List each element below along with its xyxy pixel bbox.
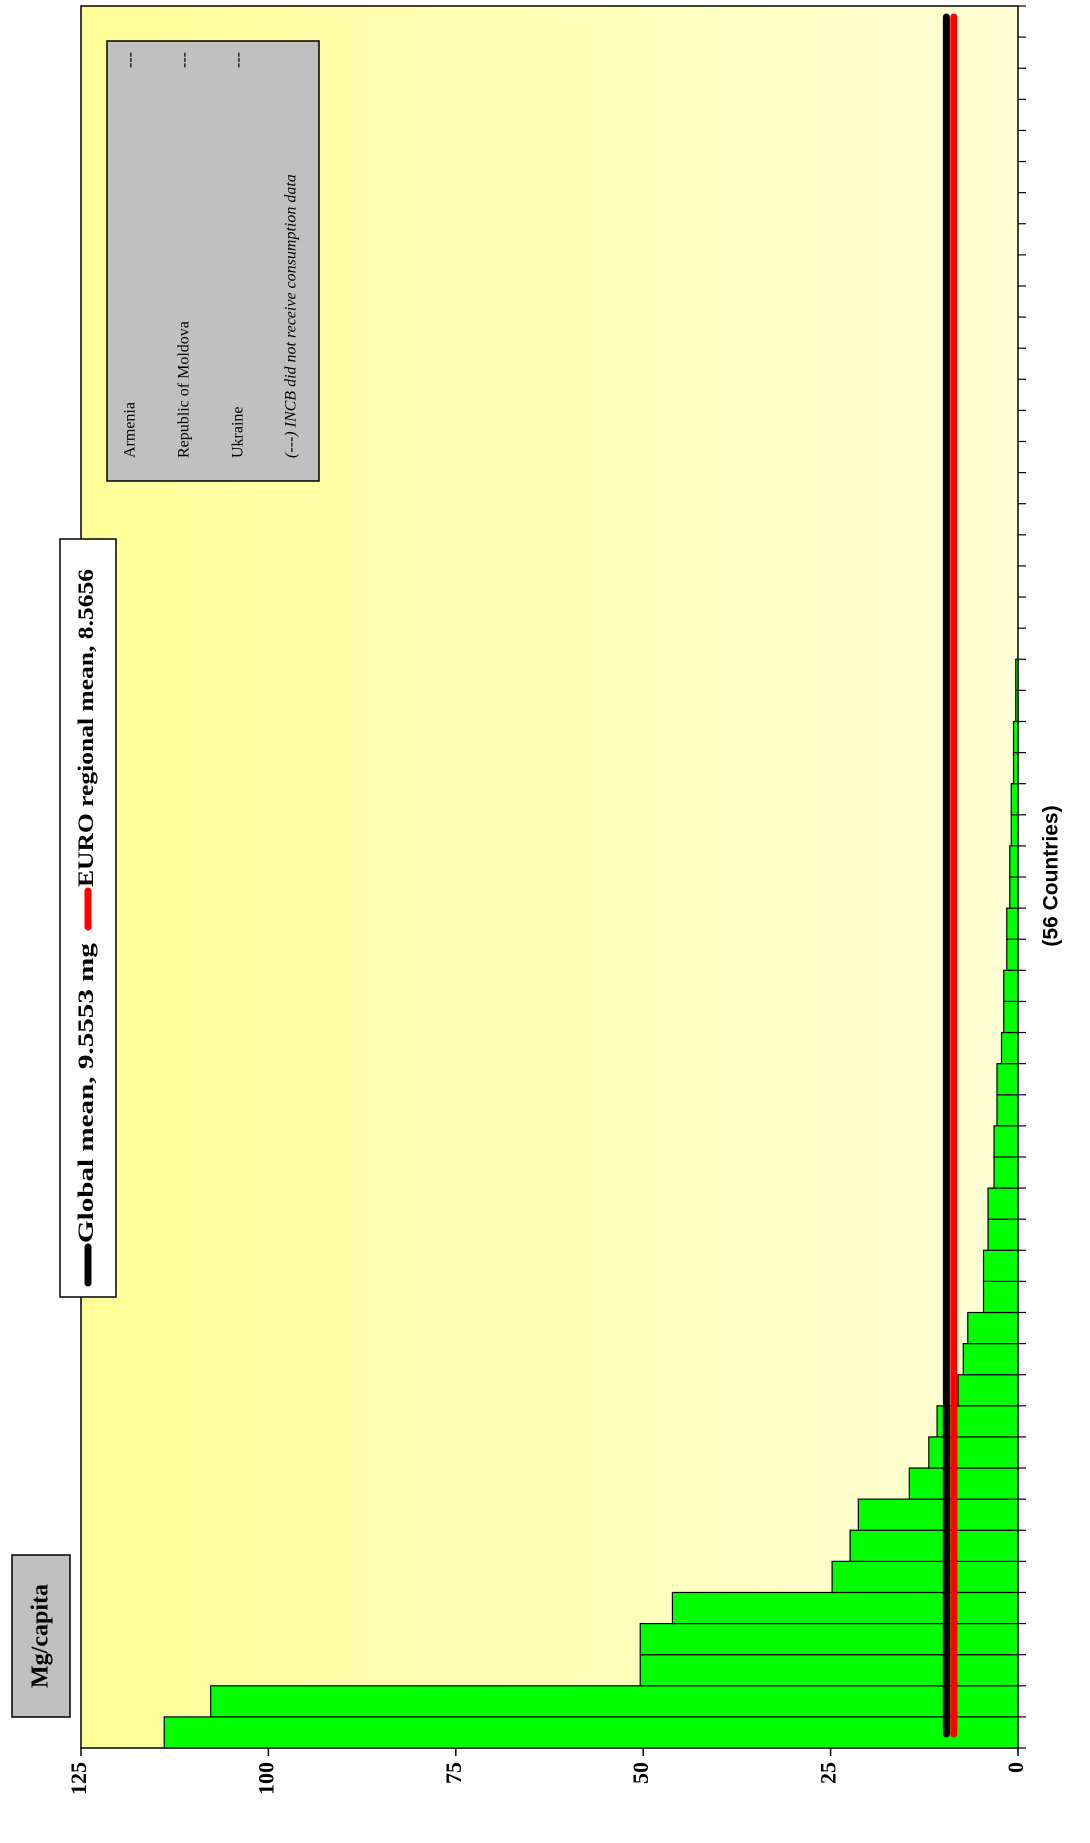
y-tick-label: 100 <box>253 1762 278 1795</box>
bar <box>1003 969 1019 1003</box>
y-tick-label: 0 <box>1003 1762 1028 1773</box>
bar <box>928 1436 1019 1469</box>
bar <box>671 1591 1019 1625</box>
bar <box>1010 783 1019 816</box>
bar <box>993 1156 1019 1189</box>
bar <box>993 1125 1019 1158</box>
bar <box>962 1343 1019 1376</box>
bar <box>849 1529 1019 1562</box>
bar <box>831 1560 1019 1594</box>
bar <box>1000 1031 1019 1065</box>
bar <box>987 1218 1019 1251</box>
y-axis-title: Mg/capita <box>28 1584 54 1688</box>
bar <box>1015 658 1019 691</box>
bar <box>957 1374 1019 1407</box>
notes-box <box>106 40 320 482</box>
bar <box>163 1716 1019 1749</box>
bar <box>982 1249 1019 1282</box>
bar <box>982 1280 1019 1314</box>
bar <box>210 1685 1019 1718</box>
bar <box>967 1311 1019 1345</box>
bar <box>996 1063 1019 1096</box>
note-value: --- <box>230 52 247 68</box>
bar <box>987 1187 1019 1220</box>
legend-label: EURO regional mean, 8.5656 <box>73 569 98 887</box>
note-value: --- <box>122 52 139 68</box>
x-axis-title: (56 Countries) <box>1040 805 1063 946</box>
bar <box>1012 751 1019 785</box>
bar <box>1003 1000 1019 1034</box>
y-tick-label: 125 <box>66 1762 91 1795</box>
bar <box>996 1094 1019 1127</box>
bar <box>1006 907 1019 940</box>
bar <box>1009 876 1019 909</box>
y-tick-label: 50 <box>628 1762 653 1784</box>
bar <box>639 1654 1019 1687</box>
y-tick-label: 75 <box>441 1762 466 1784</box>
bar <box>1010 814 1019 847</box>
y-tick-label: 25 <box>816 1762 841 1784</box>
rotated-chart: 0 25 50 75 100 125 Global mean, 9.5553 mg EURO … <box>11 5 1063 1795</box>
bar <box>1009 845 1019 878</box>
bar <box>908 1467 1019 1500</box>
note-country: Ukraine <box>230 406 247 458</box>
note-footnote: (---) INCB did not receive consumption d… <box>283 174 300 458</box>
bar <box>1015 689 1019 723</box>
note-country: Republic of Moldova <box>176 321 193 458</box>
bar <box>639 1622 1019 1656</box>
bar <box>1006 938 1019 971</box>
bar <box>857 1498 1019 1531</box>
note-value: --- <box>176 52 193 68</box>
bar <box>1012 720 1019 754</box>
note-country: Armenia <box>122 402 139 458</box>
legend-label: Global mean, 9.5553 mg <box>73 943 98 1243</box>
y-label-box <box>11 1554 71 1718</box>
